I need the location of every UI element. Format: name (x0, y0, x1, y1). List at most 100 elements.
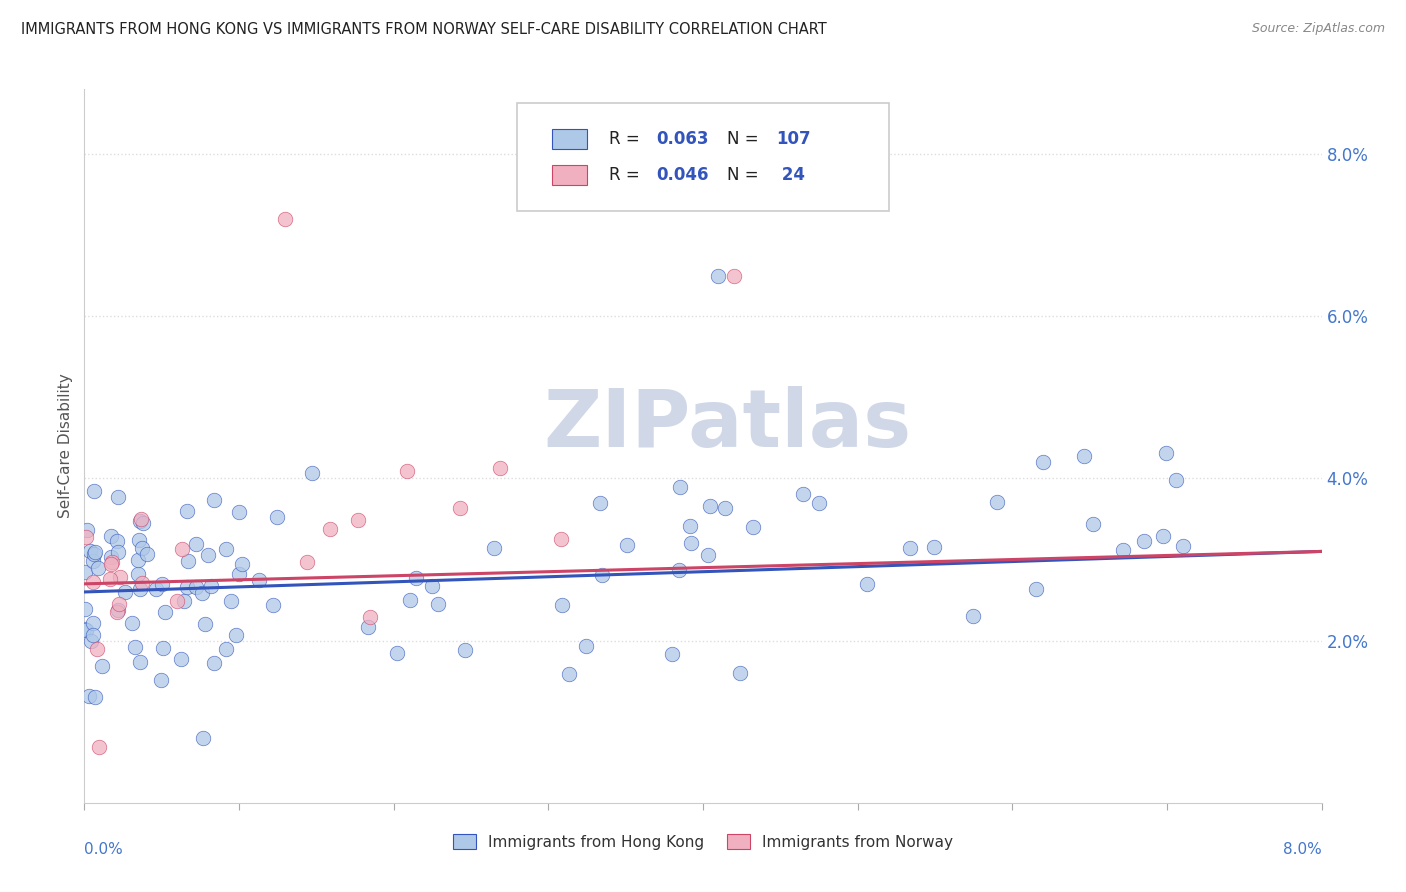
Point (427, 597, 450, 611)
Point (73, 602, 96, 616)
Point (129, 512, 152, 526)
Point (714, 500, 737, 515)
Point (742, 519, 765, 533)
Y-axis label: Self-Care Disability: Self-Care Disability (58, 374, 73, 518)
Point (166, 594, 188, 608)
Text: N =: N = (727, 166, 763, 184)
Point (127, 552, 149, 566)
Point (121, 616, 143, 631)
Legend: Immigrants from Hong Kong, Immigrants from Norway: Immigrants from Hong Kong, Immigrants fr… (447, 828, 959, 855)
Point (723, 268, 745, 283)
Point (73, 622, 96, 636)
Point (100, 557, 122, 571)
Point (453, 643, 475, 657)
Point (679, 519, 702, 533)
Point (131, 576, 153, 591)
Point (129, 656, 152, 670)
Point (150, 576, 173, 591)
Text: 0.0%: 0.0% (84, 842, 124, 857)
Point (247, 573, 270, 587)
Point (266, 510, 288, 524)
Point (449, 501, 471, 516)
Point (107, 545, 129, 559)
Point (75, 623, 97, 637)
Text: 0.063: 0.063 (657, 130, 709, 148)
Point (215, 641, 238, 656)
Point (202, 657, 225, 671)
Text: N =: N = (727, 130, 763, 148)
Point (184, 580, 207, 594)
Point (153, 606, 176, 620)
Point (1154, 446, 1177, 460)
Point (152, 640, 174, 655)
Point (221, 593, 243, 607)
Point (1073, 449, 1095, 463)
Point (359, 609, 381, 624)
Point (489, 461, 512, 475)
Point (110, 570, 132, 584)
Point (1166, 473, 1188, 487)
Point (98, 572, 121, 586)
Point (82, 554, 104, 568)
Point (1133, 534, 1156, 549)
Point (83, 547, 105, 561)
Point (318, 522, 340, 536)
Point (558, 667, 581, 681)
Text: R =: R = (609, 130, 645, 148)
Point (169, 652, 191, 666)
Point (922, 541, 945, 555)
Point (79, 543, 101, 558)
Point (193, 731, 215, 745)
Point (132, 516, 155, 530)
Point (1112, 543, 1135, 558)
FancyBboxPatch shape (553, 165, 586, 185)
Point (399, 593, 422, 607)
Point (194, 616, 217, 631)
Point (616, 538, 638, 552)
Point (482, 541, 505, 555)
Point (589, 496, 612, 510)
Point (76, 523, 98, 537)
Point (792, 487, 814, 501)
Text: 8.0%: 8.0% (1282, 842, 1322, 857)
Point (855, 576, 877, 591)
Point (107, 490, 129, 504)
Text: R =: R = (609, 166, 645, 184)
Point (591, 568, 613, 582)
Point (808, 496, 831, 510)
Point (73, 566, 96, 580)
Point (696, 548, 718, 562)
Point (75, 530, 97, 544)
Point (707, 268, 730, 283)
Text: 0.046: 0.046 (657, 166, 709, 184)
Point (228, 505, 250, 519)
Point (396, 464, 419, 478)
Point (84, 545, 107, 559)
Point (82, 574, 104, 589)
Point (668, 480, 690, 494)
Point (105, 534, 128, 549)
Point (184, 537, 207, 551)
Point (128, 514, 150, 528)
Point (550, 532, 572, 546)
Point (1081, 517, 1104, 532)
Point (83, 484, 105, 499)
Point (699, 499, 721, 513)
Point (80, 634, 103, 648)
Point (84, 690, 107, 705)
Point (900, 541, 922, 555)
Point (127, 566, 149, 581)
Point (551, 598, 574, 612)
Point (91, 658, 114, 673)
Point (108, 597, 131, 611)
Text: IMMIGRANTS FROM HONG KONG VS IMMIGRANTS FROM NORWAY SELF-CARE DISABILITY CORRELA: IMMIGRANTS FROM HONG KONG VS IMMIGRANTS … (21, 22, 827, 37)
Point (356, 620, 378, 634)
Point (82, 627, 104, 641)
Point (172, 541, 194, 556)
Point (191, 586, 214, 600)
Point (262, 599, 284, 613)
Text: 107: 107 (776, 130, 811, 148)
Point (173, 594, 195, 608)
Point (1171, 540, 1194, 554)
Point (962, 608, 984, 623)
